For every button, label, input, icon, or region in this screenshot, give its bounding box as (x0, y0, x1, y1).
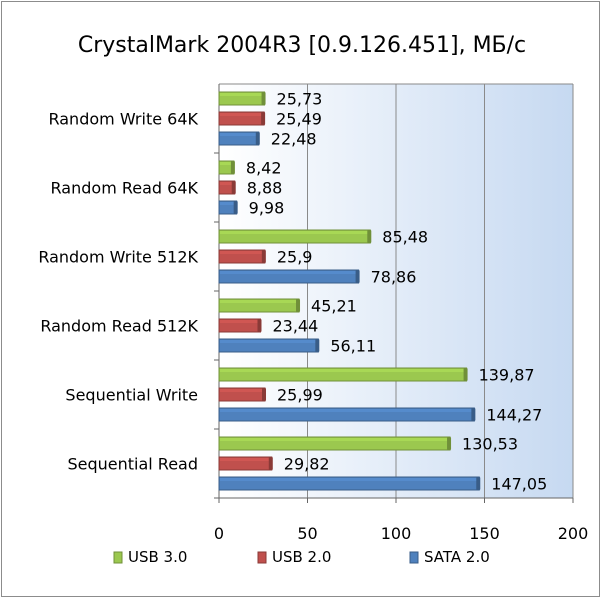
bar-cap (447, 437, 452, 450)
category-label: Random Write 64K (48, 110, 198, 129)
legend-swatch (409, 551, 419, 564)
bar-cap (261, 250, 266, 263)
x-tick-label: 100 (381, 524, 412, 543)
bar-highlight (220, 369, 466, 372)
data-label: 9,98 (249, 199, 285, 218)
category-label: Random Write 512K (38, 248, 198, 267)
bar-highlight (220, 113, 264, 116)
bar-highlight (220, 409, 474, 412)
bar-highlight (220, 271, 358, 274)
data-label: 8,88 (247, 179, 283, 198)
category-label: Random Read 512K (40, 317, 198, 336)
bar-cap (355, 270, 360, 283)
bar-cap (233, 201, 238, 214)
bar-cap (471, 408, 476, 421)
data-label: 130,53 (462, 435, 518, 454)
bar-cap (231, 181, 236, 194)
bar-cap (296, 299, 301, 312)
bar-highlight (220, 300, 299, 303)
data-label: 23,44 (272, 317, 318, 336)
x-tick-label: 0 (214, 524, 224, 543)
bar-cap (261, 112, 266, 125)
bar-highlight (220, 438, 450, 441)
bar-highlight (220, 320, 260, 323)
data-label: 29,82 (284, 455, 330, 474)
bar-cap (315, 339, 320, 352)
data-label: 25,9 (277, 248, 313, 267)
bar-highlight (220, 231, 370, 234)
bar-highlight (220, 182, 234, 185)
bar-highlight (220, 478, 479, 481)
legend-swatch (257, 551, 267, 564)
bar-highlight (220, 340, 318, 343)
chart-title: CrystalMark 2004R3 [0.9.126.451], МБ/с (78, 33, 526, 58)
data-label: 8,42 (246, 159, 282, 178)
bar-highlight (220, 162, 233, 165)
bar-cap (257, 319, 262, 332)
bar-cap (268, 457, 273, 470)
data-label: 56,11 (330, 337, 376, 356)
category-label: Sequential Write (65, 386, 198, 405)
legend-label: USB 2.0 (272, 548, 331, 566)
bar-highlight (220, 93, 264, 96)
legend-swatch (113, 551, 123, 564)
bar-cap (367, 230, 372, 243)
bar-cap (463, 368, 468, 381)
data-label: 144,27 (486, 406, 542, 425)
data-label: 45,21 (311, 297, 357, 316)
data-label: 85,48 (382, 228, 428, 247)
bar-cap (262, 388, 267, 401)
category-label: Sequential Read (67, 455, 198, 474)
data-label: 25,49 (276, 110, 322, 129)
data-label: 25,99 (277, 386, 323, 405)
bar-highlight (220, 251, 264, 254)
category-label: Random Read 64K (51, 179, 199, 198)
bar-cap (261, 92, 266, 105)
data-label: 22,48 (271, 130, 317, 149)
bar-cap (230, 161, 235, 174)
data-label: 147,05 (491, 475, 547, 494)
data-label: 25,73 (277, 90, 323, 109)
data-label: 78,86 (371, 268, 417, 287)
data-label: 139,87 (479, 366, 535, 385)
x-tick-label: 150 (469, 524, 500, 543)
bar-highlight (220, 202, 236, 205)
bar-highlight (220, 133, 258, 136)
legend-label: USB 3.0 (128, 548, 187, 566)
x-tick-label: 50 (297, 524, 317, 543)
bar-cap (255, 132, 260, 145)
bar-highlight (220, 458, 271, 461)
legend-label: SATA 2.0 (424, 548, 490, 566)
bar-cap (476, 477, 481, 490)
bar-highlight (220, 389, 265, 392)
x-tick-label: 200 (558, 524, 589, 543)
